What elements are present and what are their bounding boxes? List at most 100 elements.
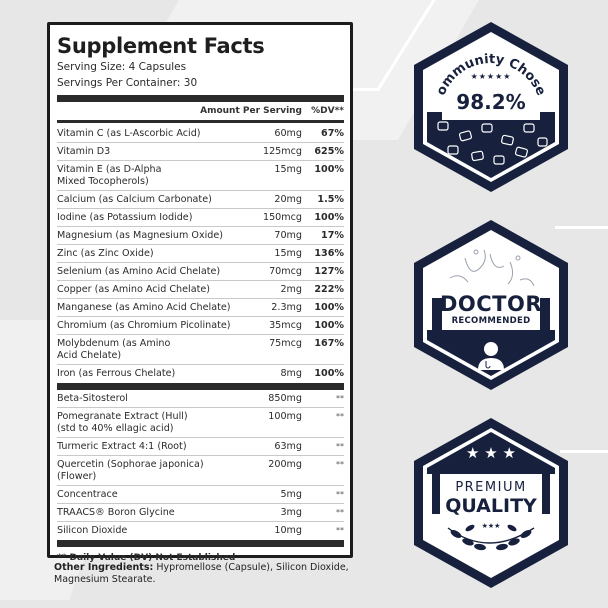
divider-thick	[57, 540, 344, 547]
table-row: Copper (as Amino Acid Chelate) 2mg 222%	[57, 281, 344, 299]
ingredient-name: Chromium (as Chromium Picolinate)	[57, 320, 231, 331]
laurel-icon	[447, 524, 535, 551]
badge-percentage: 98.2%	[456, 90, 526, 114]
ingredient-dv: 100%	[314, 302, 344, 313]
ingredient-name: Magnesium (as Magnesium Oxide)	[57, 230, 224, 241]
ingredient-amount: 63mg	[274, 441, 302, 452]
ingredient-name: Quercetin (Sophorae japonica) (Flower)	[57, 459, 204, 482]
ingredient-dv: 1.5%	[317, 194, 344, 205]
ingredient-name: Silicon Dioxide	[57, 525, 128, 536]
ingredient-amount: 10mg	[274, 525, 302, 536]
badge-small-stars: ★★★	[481, 522, 501, 530]
table-row: Beta-Sitosterol 850mg **	[57, 390, 344, 408]
ingredient-amount: 3mg	[280, 507, 302, 518]
ingredient-amount: 20mg	[274, 194, 302, 205]
ingredient-amount: 100mg	[268, 411, 302, 422]
badge-subtitle: RECOMMENDED	[451, 316, 531, 326]
ingredient-name: TRAACS® Boron Glycine	[57, 507, 175, 518]
ingredient-name: Zinc (as Zinc Oxide)	[57, 248, 154, 259]
divider-thick	[57, 383, 344, 390]
table-row: Chromium (as Chromium Picolinate) 35mcg 10…	[57, 317, 344, 335]
supplement-facts-panel: Supplement Facts Serving Size: 4 Capsule…	[47, 22, 353, 563]
ingredient-dv: 100%	[314, 368, 344, 379]
table-row: Pomegranate Extract (Hull) (std to 40% e…	[57, 408, 344, 438]
ingredient-dv: 17%	[321, 230, 344, 241]
ingredient-name: Copper (as Amino Acid Chelate)	[57, 284, 210, 295]
other-ingredients-text: Hypromellose (Capsule), Silicon Dioxide,…	[54, 562, 349, 585]
doctor-recommended-badge: DOCTOR RECOMMENDED	[410, 218, 572, 392]
badge-stars: ★★★★★	[470, 72, 512, 81]
table-row: Zinc (as Zinc Oxide) 15mg 136%	[57, 245, 344, 263]
ingredient-dv: 100%	[314, 212, 344, 223]
ingredient-amount: 15mg	[274, 164, 302, 175]
ingredient-name: Beta-Sitosterol	[57, 393, 128, 404]
table-row: Manganese (as Amino Acid Chelate) 2.3mg 10…	[57, 299, 344, 317]
header-dv: %DV**	[311, 106, 344, 116]
ingredient-dv: **	[336, 490, 344, 499]
table-row: Iodine (as Potassium Iodide) 150mcg 100%	[57, 209, 344, 227]
table-row: Silicon Dioxide 10mg **	[57, 522, 344, 539]
hexagon-badge-icon	[414, 418, 568, 588]
ingredient-dv: **	[336, 508, 344, 517]
table-row: Selenium (as Amino Acid Chelate) 70mcg 127…	[57, 263, 344, 281]
ingredient-amount: 70mcg	[269, 266, 302, 277]
vitamins-minerals-list: Vitamin C (as L-Ascorbic Acid) 60mg 67% Vi…	[57, 123, 344, 382]
ingredient-dv: 222%	[314, 284, 344, 295]
table-row: Turmeric Extract 4:1 (Root) 63mg **	[57, 438, 344, 456]
ingredient-amount: 850mg	[268, 393, 302, 404]
table-row: Vitamin D3 125mcg 625%	[57, 143, 344, 161]
divider-medium	[57, 120, 344, 123]
ingredient-name: Calcium (as Calcium Carbonate)	[57, 194, 212, 205]
badge-line2: QUALITY	[445, 495, 537, 517]
ingredient-dv: 100%	[314, 320, 344, 331]
ingredient-amount: 35mcg	[269, 320, 302, 331]
table-row: TRAACS® Boron Glycine 3mg **	[57, 504, 344, 522]
ingredient-name: Vitamin C (as L-Ascorbic Acid)	[57, 128, 201, 139]
hexagon-badge-icon: Community Chosen	[410, 20, 568, 192]
ingredient-amount: 200mg	[268, 459, 302, 470]
dv-footnote: ** Daily Value (DV) Not Established	[57, 553, 236, 563]
table-row: Quercetin (Sophorae japonica) (Flower) 20…	[57, 456, 344, 486]
badge-line1: PREMIUM	[455, 480, 527, 495]
ingredient-dv: 100%	[314, 164, 344, 175]
table-row: Vitamin C (as L-Ascorbic Acid) 60mg 67%	[57, 125, 344, 143]
ingredient-name: Vitamin D3	[57, 146, 111, 157]
table-header: Amount Per Serving %DV**	[57, 102, 344, 120]
ingredient-amount: 5mg	[280, 489, 302, 500]
ingredient-amount: 75mcg	[269, 338, 302, 349]
hexagon-badge-icon	[414, 220, 568, 390]
ingredient-dv: **	[336, 412, 344, 421]
ingredient-dv: **	[336, 526, 344, 535]
table-row: Vitamin E (as D-Alpha Mixed Tocopherols)…	[57, 161, 344, 191]
table-row: Magnesium (as Magnesium Oxide) 70mg 17%	[57, 227, 344, 245]
ingredient-amount: 60mg	[274, 128, 302, 139]
badge-title: DOCTOR	[439, 292, 543, 316]
ingredient-name: Molybdenum (as Amino Acid Chelate)	[57, 338, 171, 361]
serving-size: Serving Size: 4 Capsules	[57, 61, 187, 73]
ingredient-amount: 8mg	[280, 368, 302, 379]
background-line	[555, 226, 608, 229]
background-line	[560, 450, 608, 453]
background-line	[350, 88, 380, 91]
ingredient-dv: 127%	[314, 266, 344, 277]
ingredient-name: Iron (as Ferrous Chelate)	[57, 368, 176, 379]
ingredient-dv: 625%	[314, 146, 344, 157]
facts-title: Supplement Facts	[57, 34, 265, 58]
ingredient-amount: 2.3mg	[271, 302, 302, 313]
table-row: Calcium (as Calcium Carbonate) 20mg 1.5%	[57, 191, 344, 209]
badge-top-stars: ★ ★ ★	[466, 444, 516, 462]
ingredient-dv: 167%	[314, 338, 344, 349]
ingredient-dv: 67%	[321, 128, 344, 139]
ingredient-name: Iodine (as Potassium Iodide)	[57, 212, 193, 223]
ingredient-amount: 125mcg	[262, 146, 302, 157]
other-ingredients: Other Ingredients: Hypromellose (Capsule…	[54, 562, 374, 586]
ingredient-dv: **	[336, 442, 344, 451]
ingredient-amount: 150mcg	[262, 212, 302, 223]
ingredient-name: Manganese (as Amino Acid Chelate)	[57, 302, 231, 313]
ingredient-dv: **	[336, 460, 344, 469]
ingredient-name: Selenium (as Amino Acid Chelate)	[57, 266, 221, 277]
other-ingredients-label: Other Ingredients:	[54, 562, 154, 573]
ingredient-name: Vitamin E (as D-Alpha Mixed Tocopherols)	[57, 164, 162, 187]
servings-per-container: Servings Per Container: 30	[57, 77, 198, 89]
table-row: Molybdenum (as Amino Acid Chelate) 75mcg 1…	[57, 335, 344, 365]
